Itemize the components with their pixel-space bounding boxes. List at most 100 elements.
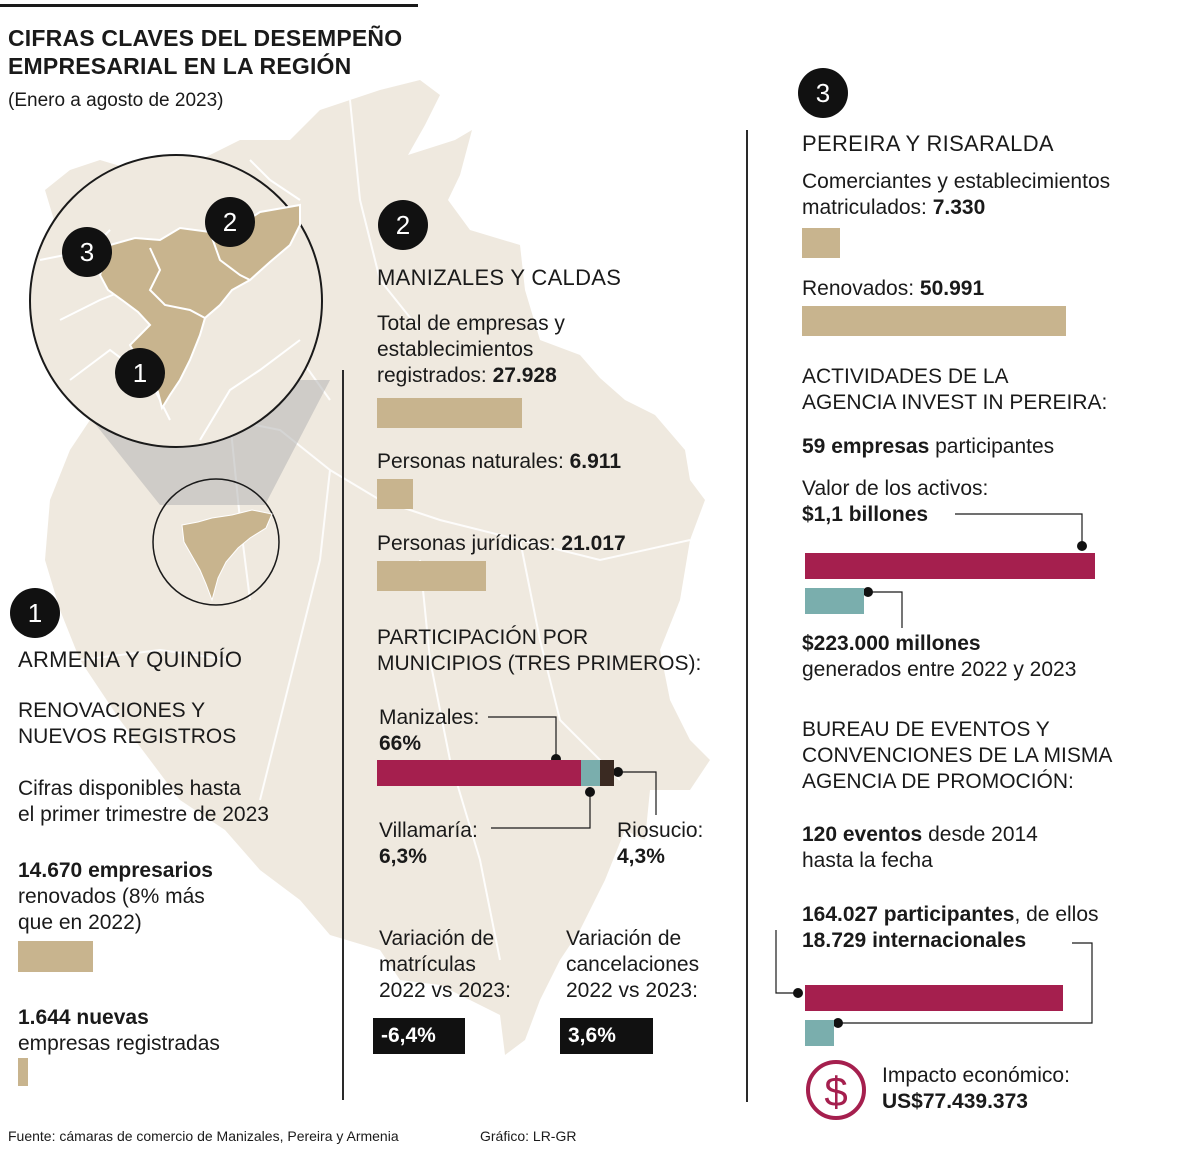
page-title-line-2: EMPRESARIAL EN LA REGIÓN (8, 53, 352, 79)
section2-participation-line-1: PARTICIPACIÓN POR (377, 626, 589, 649)
section2-var-cancelaciones-line-1: Variación de (566, 927, 682, 950)
section3-eventos-value: 120 eventos (802, 823, 923, 846)
section3-empresas-text: participantes (929, 435, 1055, 458)
section3-badge: 3 (798, 68, 848, 118)
section2-villamaria-bar (581, 760, 601, 786)
section1-new-bar (18, 1058, 29, 1086)
dollar-glyph: $ (824, 1068, 847, 1115)
section2-total-value: 27.928 (492, 364, 557, 387)
section1-subheading: RENOVACIONES Y NUEVOS REGISTROS (18, 698, 236, 750)
section3-title: PEREIRA Y RISARALDA (802, 131, 1054, 156)
page-subtitle: (Enero a agosto de 2023) (8, 90, 224, 111)
section1-renewed-bar (18, 941, 93, 972)
section2-villamaria-value: 6,3% (379, 845, 427, 868)
map-badge-2: 2 (205, 197, 255, 247)
section3-renovados-value: 50.991 (919, 277, 985, 300)
section3-bureau-line-1: BUREAU DE EVENTOS Y (802, 718, 1050, 741)
section1-subheading-line-1: RENOVACIONES Y (18, 699, 206, 722)
section3-participantes-bar (805, 985, 1063, 1011)
section2-total-bar (377, 398, 522, 428)
header-rule (0, 4, 418, 7)
divider-left (342, 370, 344, 1100)
section3-activos-bar (805, 553, 1095, 579)
section2-riosucio: Riosucio: 4,3% (617, 818, 703, 870)
section3-empresas-value: 59 empresas (802, 435, 930, 458)
map-badge-1: 1 (115, 348, 165, 398)
section3-participantes: 164.027 participantes, de ellos 18.729 i… (802, 902, 1099, 954)
section1-new-value: 1.644 nuevas (18, 1006, 149, 1029)
section1-renewed-text-1: renovados (8% más (18, 885, 205, 908)
divider-right (746, 130, 748, 1102)
section3-activities-line-1: ACTIVIDADES DE LA (802, 365, 1009, 388)
zoomed-inner-borders (148, 231, 251, 319)
section1-badge: 1 (10, 588, 60, 638)
section2-title: MANIZALES Y CALDAS (377, 265, 622, 290)
section2-manizales-value: 66% (379, 732, 422, 755)
section1-renewed-value: 14.670 empresarios (18, 859, 213, 882)
section2-var-matriculas-line-2: matrículas (379, 953, 476, 976)
section3-activos: Valor de los activos: $1,1 billones (802, 476, 988, 528)
section1-renewed: 14.670 empresarios renovados (8% más que… (18, 858, 213, 936)
locator-region (181, 509, 273, 602)
section1-new: 1.644 nuevas empresas registradas (18, 1005, 220, 1057)
section3-matriculados: Comerciantes y establecimientos matricul… (802, 169, 1110, 221)
section1-note-line-2: el primer trimestre de 2023 (18, 803, 269, 826)
section2-var-cancelaciones-line-2: cancelaciones (566, 953, 700, 976)
section3-generados-text: generados entre 2022 y 2023 (802, 658, 1077, 681)
section3-eventos-text-1: desde 2014 (922, 823, 1038, 846)
section3-matriculados-line-1: Comerciantes y establecimientos (802, 170, 1111, 193)
section3-eventos-text-2: hasta la fecha (802, 849, 933, 872)
section3-internacionales-bar (805, 1020, 835, 1046)
section3-renovados-label: Renovados: (802, 277, 920, 300)
section2-riosucio-value: 4,3% (617, 845, 665, 868)
map-badge-3: 3 (62, 227, 112, 277)
section2-participation-line-2: MUNICIPIOS (TRES PRIMEROS): (377, 652, 702, 675)
section2-total-line-3: registrados: (377, 364, 493, 387)
section3-impacto-label: Impacto económico: (882, 1064, 1070, 1087)
section3-activos-value: $1,1 billones (802, 503, 929, 526)
section2-var-cancelaciones-line-3: 2022 vs 2023: (566, 979, 698, 1002)
dollar-coin-icon: $ (806, 1060, 866, 1120)
section3-participantes-text: , de ellos (1014, 903, 1099, 926)
section1-renewed-text-2: que en 2022) (18, 911, 142, 934)
section2-villamaria: Villamaría: 6,3% (379, 818, 478, 870)
section1-title: ARMENIA Y QUINDÍO (18, 647, 243, 672)
section2-manizales: Manizales: 66% (379, 705, 479, 757)
section2-riosucio-bar (600, 760, 614, 786)
section2-naturales-bar (377, 479, 413, 509)
section3-bureau-heading: BUREAU DE EVENTOS Y CONVENCIONES DE LA M… (802, 717, 1112, 795)
section2-total-line-1: Total de empresas y (377, 312, 565, 335)
section2-riosucio-label: Riosucio: (617, 819, 704, 842)
section1-subheading-line-2: NUEVOS REGISTROS (18, 725, 237, 748)
section3-renovados-bar (802, 306, 1066, 336)
section2-total: Total de empresas y establecimientos reg… (377, 311, 565, 389)
section2-var-matriculas-value: -6,4% (373, 1018, 465, 1054)
section2-var-cancelaciones: Variación de cancelaciones 2022 vs 2023: (566, 926, 699, 1004)
section2-participation-heading: PARTICIPACIÓN POR MUNICIPIOS (TRES PRIME… (377, 625, 701, 677)
section3-generados: $223.000 millones generados entre 2022 y… (802, 631, 1076, 683)
section2-var-cancelaciones-value: 3,6% (560, 1018, 653, 1054)
section2-juridicas-bar (377, 561, 487, 591)
section3-internacionales-value: 18.729 internacionales (802, 929, 1027, 952)
page-title: CIFRAS CLAVES DEL DESEMPEÑO EMPRESARIAL … (8, 24, 428, 80)
footer-credit: Gráfico: LR-GR (480, 1128, 577, 1144)
section1-note-line-1: Cifras disponibles hasta (18, 777, 241, 800)
section3-generados-bar (805, 588, 864, 614)
locator-circle (152, 478, 280, 606)
section3-activos-label: Valor de los activos: (802, 477, 989, 500)
section3-matriculados-line-2: matriculados: (802, 196, 933, 219)
footer-source: Fuente: cámaras de comercio de Manizales… (8, 1128, 399, 1144)
section3-matriculados-bar (802, 228, 840, 258)
section2-naturales: Personas naturales: 6.911 (377, 449, 621, 475)
section3-renovados: Renovados: 50.991 (802, 276, 984, 302)
section3-bureau-line-2: CONVENCIONES DE LA MISMA (802, 744, 1113, 767)
section3-generados-value: $223.000 millones (802, 632, 981, 655)
section2-juridicas-label: Personas jurídicas: (377, 532, 562, 555)
section2-manizales-bar (377, 760, 581, 786)
section3-impacto-value: US$77.439.373 (882, 1090, 1028, 1113)
section1-note: Cifras disponibles hasta el primer trime… (18, 776, 269, 828)
page-title-line-1: CIFRAS CLAVES DEL DESEMPEÑO (8, 25, 403, 51)
section2-villamaria-label: Villamaría: (379, 819, 478, 842)
section2-var-matriculas: Variación de matrículas 2022 vs 2023: (379, 926, 511, 1004)
section3-matriculados-value: 7.330 (932, 196, 986, 219)
